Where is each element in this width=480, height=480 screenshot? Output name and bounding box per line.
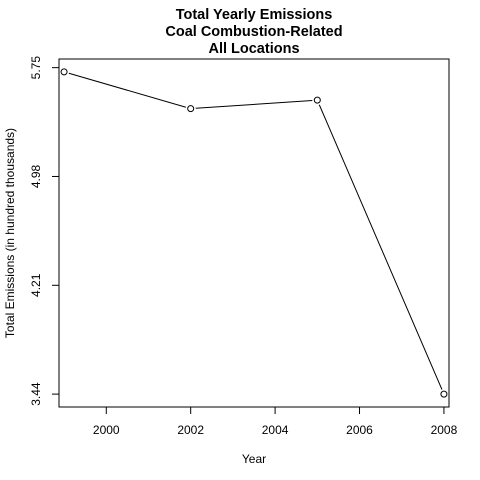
chart-title-line-1: Total Yearly Emissions	[176, 7, 333, 23]
data-point-2005	[313, 96, 321, 104]
data-point-2002	[187, 105, 195, 113]
x-tick-label-2008: 2008	[431, 423, 458, 437]
y-tick-label-1: 4.21	[29, 273, 43, 297]
x-axis-label: Year	[242, 452, 266, 466]
y-tick-label-0: 3.44	[29, 382, 43, 406]
x-tick-label-2000: 2000	[93, 423, 120, 437]
y-tick-label-2: 4.98	[29, 164, 43, 188]
x-tick-label-2004: 2004	[262, 423, 289, 437]
series-0-segment-0	[68, 72, 187, 108]
series-layer	[60, 68, 448, 398]
x-tick-label-2002: 2002	[177, 423, 204, 437]
data-point-2008	[440, 390, 448, 398]
y-axis-label: Total Emissions (in hundred thousands)	[3, 128, 17, 338]
data-point-1999	[60, 68, 68, 76]
x-tick-label-2006: 2006	[346, 423, 373, 437]
plot-frame	[58, 58, 450, 408]
series-0-segment-1	[195, 99, 313, 109]
y-axis: 3.44 4.21 4.98 5.75	[29, 56, 59, 406]
x-axis: 2000 2002 2004 2006 2008	[93, 407, 458, 437]
chart-title-line-3: All Locations	[208, 41, 299, 57]
series-0-segment-2	[318, 104, 443, 390]
y-tick-label-3: 5.75	[29, 56, 43, 80]
chart-title-line-2: Coal Combustion-Related	[165, 24, 342, 40]
